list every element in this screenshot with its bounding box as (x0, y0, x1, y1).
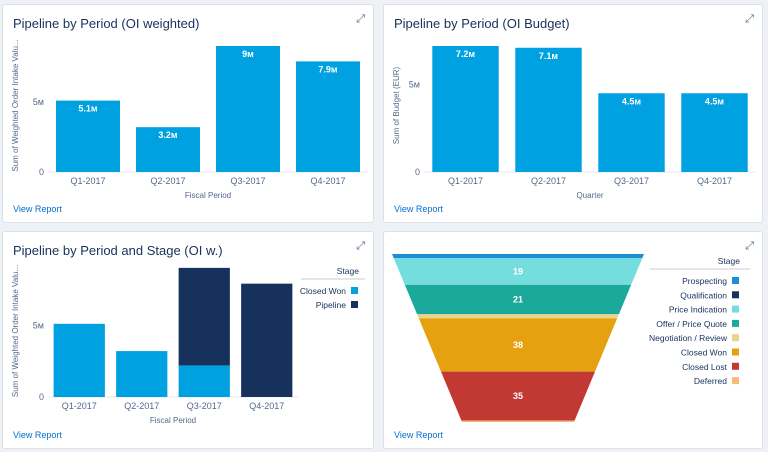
funnel-segment-label: 35 (513, 391, 523, 401)
card-pipeline-period-stage: Pipeline by Period and Stage (OI w.) ⤢ 0… (2, 231, 374, 449)
bar (681, 93, 748, 172)
x-axis-title: Fiscal Period (185, 191, 231, 200)
x-tick-label: Q2-2017 (150, 176, 185, 186)
card-title: Pipeline by Period and Stage (OI w.) (13, 243, 223, 258)
x-tick-label: Q4-2017 (249, 401, 284, 411)
funnel-segment (418, 318, 618, 372)
legend-label: Prospecting (682, 276, 727, 286)
legend-title: Stage (337, 266, 359, 276)
expand-icon[interactable]: ⤢ (356, 240, 365, 252)
card-title: Pipeline by Period (OI weighted) (13, 16, 200, 31)
legend-label: Price Indication (669, 305, 727, 315)
funnel-segment (417, 314, 619, 319)
bar (136, 127, 200, 172)
bar (56, 100, 120, 172)
legend-swatch (351, 287, 358, 294)
funnel-segment-label: 38 (513, 340, 523, 350)
view-report-link[interactable]: View Report (13, 204, 62, 214)
bar-segment (53, 323, 105, 397)
legend-swatch (732, 291, 739, 299)
x-tick-label: Q1-2017 (70, 176, 105, 186)
bar (432, 46, 499, 172)
x-tick-label: Q2-2017 (531, 176, 566, 186)
legend-label: Negotiation / Review (649, 333, 728, 343)
y-tick-label: 0 (415, 167, 420, 177)
bar-segment (116, 351, 168, 397)
legend-label: Deferred (694, 376, 727, 386)
x-axis-title: Quarter (576, 191, 603, 200)
bar-value-label: 7.1м (539, 51, 559, 61)
bar (296, 61, 360, 172)
legend-label: Closed Lost (682, 362, 728, 372)
x-tick-label: Q3-2017 (614, 176, 649, 186)
y-axis-title: Sum of Budget (EUR) (392, 66, 401, 144)
x-tick-label: Q1-2017 (62, 401, 97, 411)
bar-value-label: 4.5м (622, 96, 642, 106)
legend-swatch (732, 362, 739, 370)
legend-swatch (351, 301, 358, 308)
y-tick-label: 5м (33, 97, 44, 107)
legend-label: Closed Won (681, 348, 727, 358)
bar-value-label: 3.2м (158, 130, 178, 140)
x-tick-label: Q4-2017 (697, 176, 732, 186)
bar (598, 93, 665, 172)
legend-label: Pipeline (316, 300, 347, 310)
bar-segment (178, 267, 230, 366)
legend-swatch (732, 319, 739, 327)
x-axis-title: Fiscal Period (150, 416, 196, 425)
funnel-segment (404, 284, 632, 315)
card-stage-funnel: ⤢ 19 21 38 35 Stage Prospecting Qualification P… (383, 231, 763, 449)
x-tick-label: Q2-2017 (124, 401, 159, 411)
expand-icon[interactable]: ⤢ (356, 13, 365, 25)
funnel-segment (392, 254, 644, 259)
card-title: Pipeline by Period (OI Budget) (394, 16, 570, 31)
bar-value-label: 7.2м (456, 49, 476, 59)
bar-value-label: 4.5м (705, 96, 725, 106)
card-pipeline-oi-budget: Pipeline by Period (OI Budget) ⤢ 0 5м Sum … (383, 4, 763, 223)
stacked-bar-chart-period-stage: 0 5м Sum of Weighted Order Intake Valu... F… (11, 265, 365, 425)
funnel-segment (441, 371, 595, 421)
legend-swatch (732, 348, 739, 356)
y-axis-title: Sum of Weighted Order Intake Valu... (11, 39, 20, 171)
y-tick-label: 5м (409, 80, 420, 90)
legend-title: Stage (718, 256, 740, 266)
x-tick-label: Q3-2017 (230, 176, 265, 186)
bar-chart-oi-weighted: 0 5м Sum of Weighted Order Intake Valu... F… (11, 39, 368, 200)
y-tick-label: 0 (39, 392, 44, 402)
y-tick-label: 0 (39, 167, 44, 177)
bar (515, 47, 582, 172)
legend-swatch (732, 305, 739, 313)
legend-label: Qualification (680, 290, 727, 300)
y-tick-label: 5м (33, 320, 44, 330)
bar-chart-oi-budget: 0 5м Sum of Budget (EUR) Quarter 7.2м Q1-2017… (392, 46, 756, 200)
bar-value-label: 9м (242, 49, 254, 59)
funnel-segment-label: 19 (513, 267, 523, 277)
view-report-link[interactable]: View Report (13, 430, 62, 440)
legend-label: Offer / Price Quote (656, 319, 727, 329)
legend-swatch (732, 334, 739, 342)
legend-label: Closed Won (300, 286, 346, 296)
funnel-segment (461, 420, 575, 422)
x-tick-label: Q1-2017 (448, 176, 483, 186)
bar-value-label: 5.1м (78, 104, 98, 114)
bar-segment (241, 283, 293, 397)
bar (216, 46, 280, 172)
view-report-link[interactable]: View Report (394, 430, 443, 440)
funnel-segment (393, 258, 643, 285)
x-tick-label: Q4-2017 (310, 176, 345, 186)
bar-value-label: 7.9м (318, 64, 338, 74)
card-pipeline-oi-weighted: Pipeline by Period (OI weighted) ⤢ 0 5м Su… (2, 4, 374, 223)
view-report-link[interactable]: View Report (394, 204, 443, 214)
expand-icon[interactable]: ⤢ (745, 13, 754, 25)
funnel-segment-label: 21 (513, 295, 523, 305)
y-axis-title: Sum of Weighted Order Intake Valu... (11, 265, 20, 397)
bar-segment (178, 365, 230, 397)
legend-swatch (732, 377, 739, 385)
x-tick-label: Q3-2017 (187, 401, 222, 411)
funnel-chart-stage: 19 21 38 35 Stage Prospecting Qualification Pri… (392, 254, 750, 422)
expand-icon[interactable]: ⤢ (745, 240, 754, 252)
legend-swatch (732, 277, 739, 284)
